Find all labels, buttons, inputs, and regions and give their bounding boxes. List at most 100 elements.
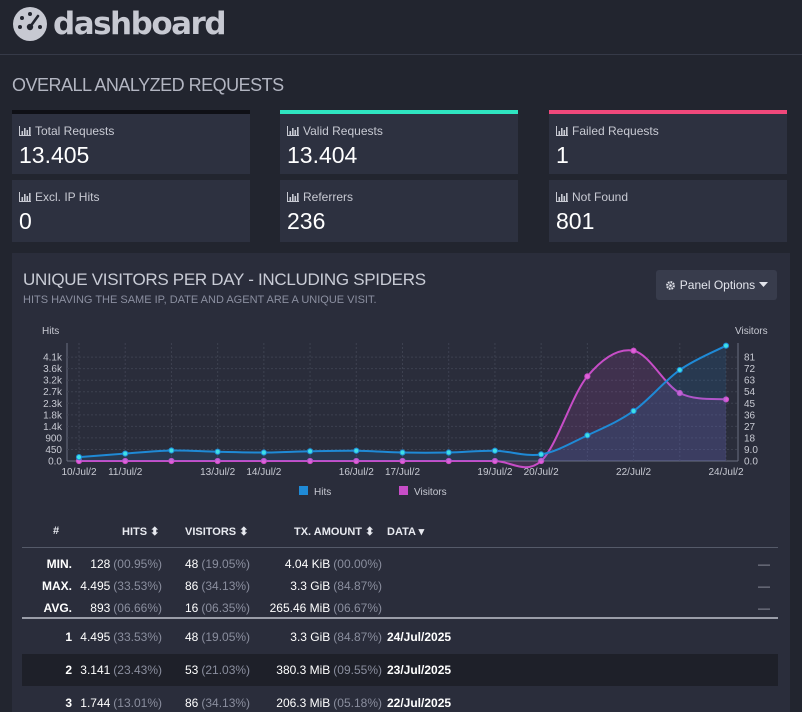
tx-amount-cell: 3.3 GiB (84.87%) — [290, 570, 382, 602]
x-tick-label: 20/Jul/2 — [524, 467, 559, 478]
stat-card-label: Not Found — [556, 190, 628, 204]
data-point-visitors — [538, 457, 545, 465]
data-cell: 22/Jul/2025 — [387, 696, 452, 710]
stat-card-label: Excl. IP Hits — [19, 190, 99, 204]
data-point-hits — [722, 342, 730, 349]
x-tick-label: 10/Jul/2 — [61, 467, 96, 478]
data-point-visitors — [722, 396, 730, 403]
hits-cell: 4.495 (33.53%) — [80, 570, 162, 602]
y-right-tick-label: 27 — [744, 422, 756, 433]
panel-subtitle: HITS HAVING THE SAME IP, DATE AND AGENT … — [23, 294, 377, 306]
app-title: dashboard — [53, 6, 227, 42]
hits-cell-percent: (23.43%) — [113, 663, 162, 677]
stat-card-label: Total Requests — [19, 124, 114, 138]
hits-cell: 128 (00.95%) — [90, 548, 162, 580]
data-point-visitors — [584, 373, 591, 380]
stat-label-text: Valid Requests — [303, 124, 383, 138]
caret-down-icon — [759, 282, 769, 287]
visitors-cell-percent: (34.13%) — [201, 696, 251, 710]
data-point-hits — [538, 451, 545, 458]
data-point-visitors — [445, 457, 452, 465]
data-point-visitors — [399, 457, 406, 465]
data-point-hits — [306, 448, 314, 455]
panel-options-label: Panel Options — [679, 278, 756, 292]
hits-cell: 3.141 (23.43%) — [80, 654, 162, 686]
col-header-num[interactable]: # — [53, 525, 60, 537]
hits-cell-percent: (06.66%) — [113, 601, 162, 615]
table-row[interactable]: 2 3.141 (23.43%) 53 (21.03%) 380.3 MiB (09.55%… — [22, 654, 778, 686]
data-point-visitors — [676, 389, 683, 397]
series-area-visitors — [79, 350, 726, 468]
table-row[interactable]: 1 4.495 (33.53%) 48 (19.05%) 3.3 GiB (84.87%) 2… — [22, 621, 778, 653]
col-header-hits[interactable]: HITS ⬍ — [122, 525, 159, 538]
summary-label: MIN. — [47, 548, 72, 580]
overview-title: OVERALL ANALYZED REQUESTS — [12, 75, 284, 95]
legend-label-visitors: Visitors — [414, 487, 447, 498]
col-header-visitors[interactable]: VISITORS ⬍ — [185, 525, 248, 538]
hits-cell: 893 (06.66%) — [90, 592, 162, 624]
stat-card: Not Found 801 — [549, 180, 787, 242]
visitors-cell-value: 16 — [185, 601, 199, 615]
data-point-visitors — [122, 457, 129, 465]
y-right-tick-label: 54 — [744, 387, 756, 398]
y-tick-label: 1.8k — [43, 410, 63, 421]
col-header-data-label: DATA — [387, 526, 416, 538]
x-tick-label: 16/Jul/2 — [339, 467, 374, 478]
hits-cell-percent: (00.95%) — [113, 557, 162, 571]
col-header-data[interactable]: DATA ▾ — [387, 525, 424, 538]
y-tick-label: 2.7k — [43, 387, 63, 398]
hits-cell-value: 893 — [90, 601, 111, 615]
data-point-visitors — [168, 457, 175, 465]
bar-chart-icon — [287, 192, 299, 202]
tx-amount-cell-value: 380.3 MiB — [276, 663, 331, 677]
tx-amount-cell: 3.3 GiB (84.87%) — [290, 621, 382, 653]
summary-label-value: MAX. — [42, 579, 72, 593]
panel-options-button[interactable]: Panel Options — [656, 270, 777, 300]
bar-chart-icon — [19, 126, 31, 136]
y-tick-label: 0.0 — [48, 457, 62, 468]
visitors-cell-value: 86 — [185, 579, 199, 593]
dashboard-gauge-icon — [13, 7, 47, 41]
data-point-hits — [445, 449, 452, 456]
legend-swatch-hits — [299, 486, 308, 495]
data-point-hits — [630, 407, 637, 415]
tx-amount-cell-value: 265.46 MiB — [269, 601, 331, 615]
stat-value: 13.405 — [19, 142, 90, 168]
stat-card-label: Valid Requests — [287, 124, 383, 138]
stat-card: Referrers 236 — [280, 180, 518, 242]
tx-amount-cell: 4.04 KiB (00.00%) — [285, 548, 382, 580]
gear-icon — [665, 280, 675, 290]
data-point-visitors — [353, 457, 360, 465]
stat-value: 0 — [19, 208, 32, 234]
col-header-tx[interactable]: TX. AMOUNT ⬍ — [294, 525, 374, 538]
col-header-hits-label: HITS — [122, 526, 148, 538]
table-row[interactable]: 3 1.744 (13.01%) 86 (34.13%) 206.3 MiB (05.18%… — [22, 687, 778, 712]
stat-card-label: Referrers — [287, 190, 353, 204]
stat-card-accent — [12, 110, 250, 114]
visitors-cell-percent: (19.05%) — [201, 557, 251, 571]
summary-label: AVG. — [44, 592, 72, 624]
col-header-visitors-label: VISITORS — [185, 526, 237, 538]
data-cell: 24/Jul/2025 — [387, 630, 452, 644]
hits-cell-percent: (33.53%) — [113, 630, 162, 644]
summary-row: MAX. 4.495 (33.53%) 86 (34.13%) 3.3 GiB (84.87… — [22, 570, 778, 602]
visitors-cell: 48 (19.05%) — [185, 548, 250, 580]
row-number: 3 — [65, 687, 72, 712]
visitors-cell: 86 (34.13%) — [185, 687, 250, 712]
sort-desc-icon: ▾ — [418, 526, 425, 538]
data-point-hits — [584, 432, 591, 439]
stat-value: 236 — [287, 208, 326, 234]
x-tick-label: 22/Jul/2 — [616, 467, 651, 478]
bar-chart-icon — [556, 126, 568, 136]
x-tick-label: 24/Jul/2 — [708, 467, 743, 478]
summary-divider — [22, 617, 778, 619]
stat-card: Total Requests 13.405 — [12, 114, 250, 174]
tx-amount-cell-percent: (84.87%) — [333, 579, 382, 593]
stat-card-accent — [280, 110, 518, 114]
x-tick-label: 11/Jul/2 — [108, 467, 143, 478]
logo[interactable]: dashboard — [12, 6, 227, 42]
visitors-cell-percent: (34.13%) — [201, 579, 251, 593]
y-right-tick-label: 72 — [744, 364, 756, 375]
sort-icon: ⬍ — [239, 526, 249, 538]
summary-label-value: AVG. — [43, 601, 72, 615]
